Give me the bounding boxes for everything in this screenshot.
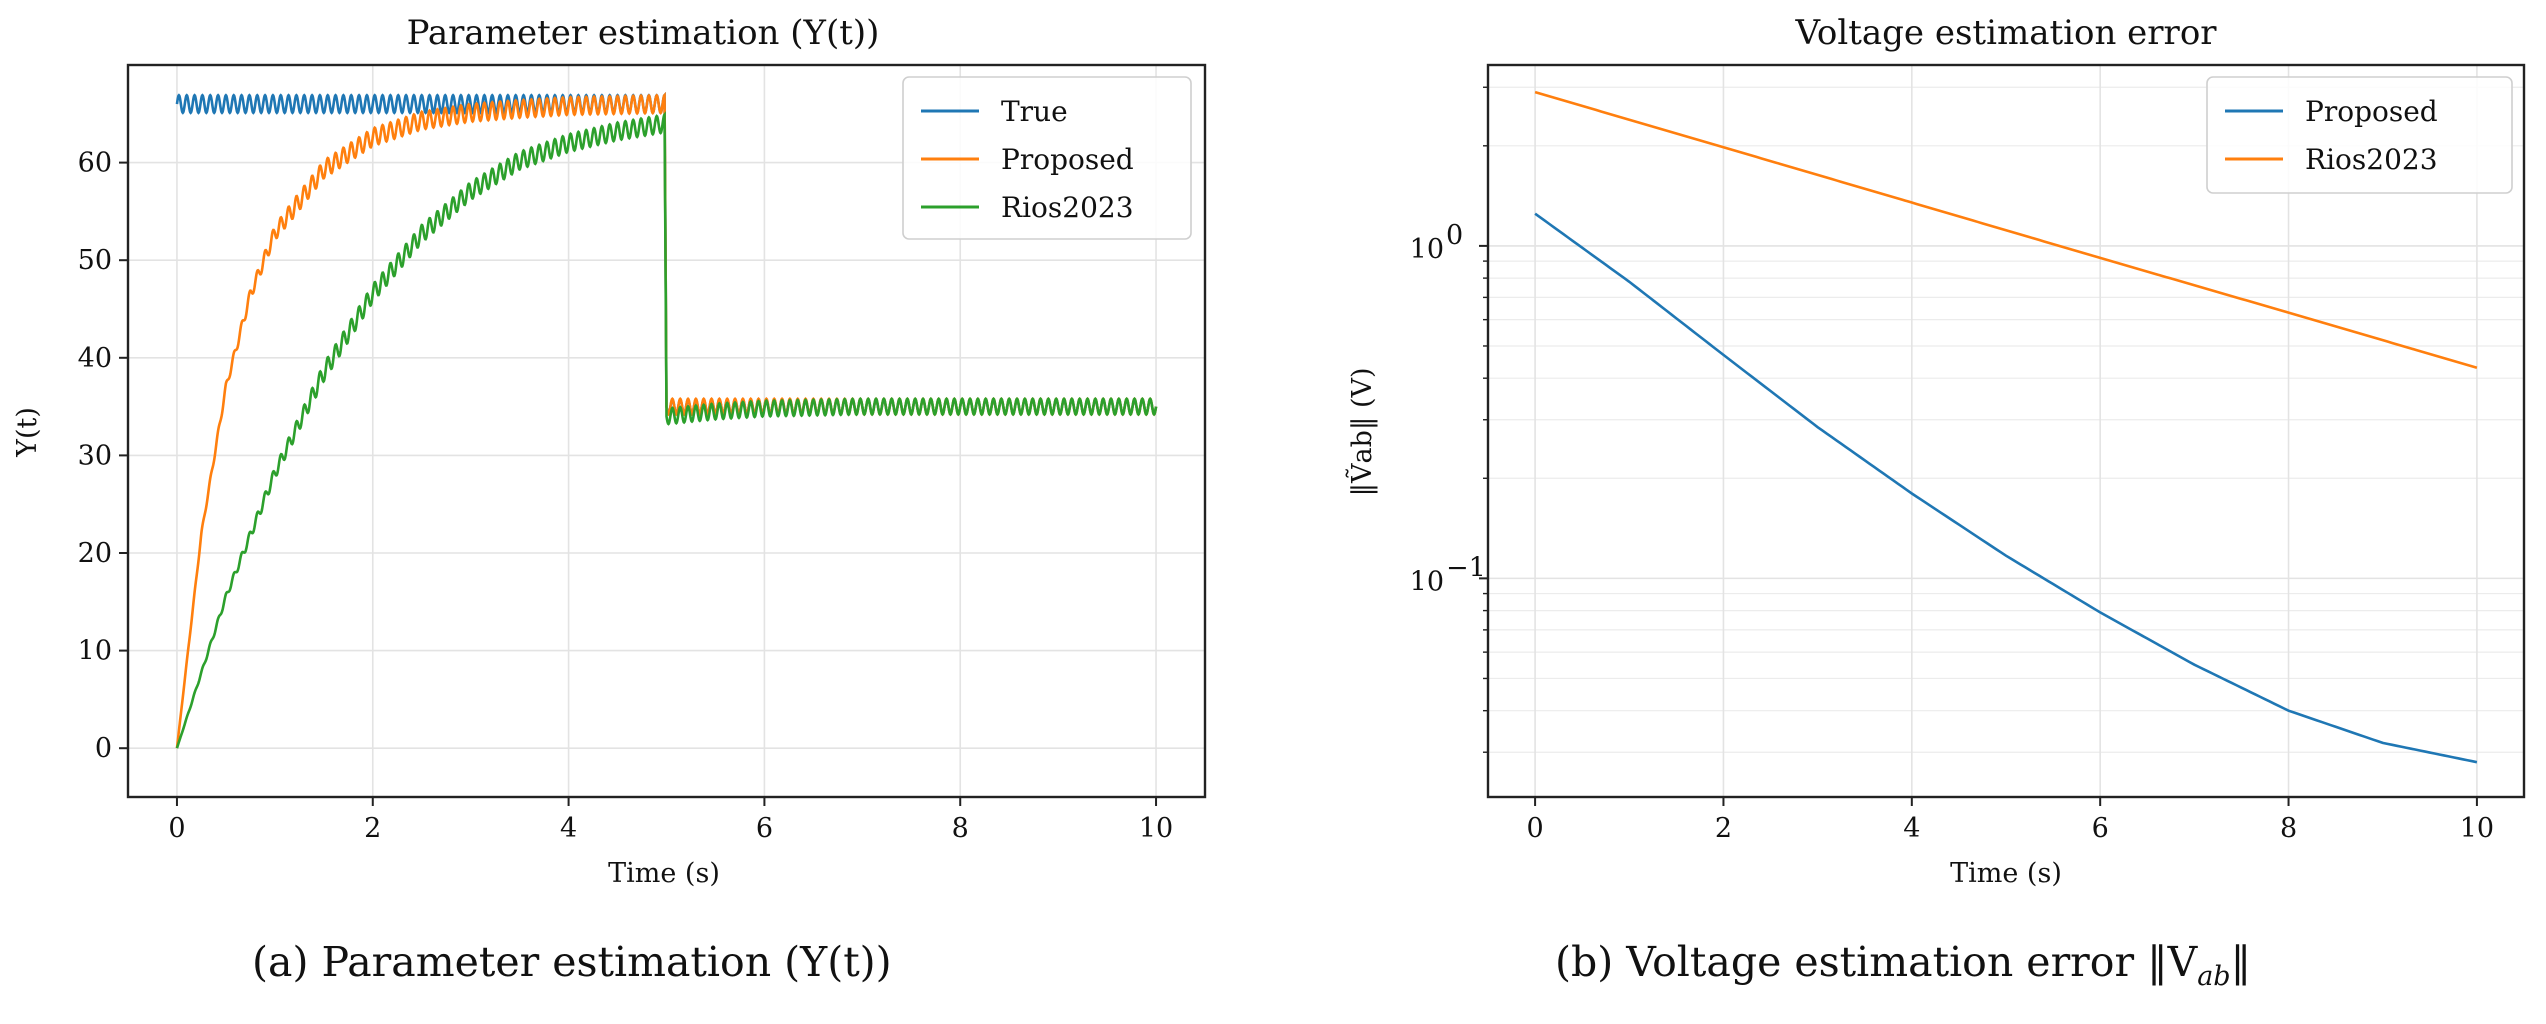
chart-b-y-tick-exponent: 0 bbox=[1446, 220, 1463, 251]
chart-b-frame bbox=[1486, 63, 2526, 799]
chart-a-y-tick-label: 0 bbox=[95, 733, 112, 764]
chart-b-x-label: Time (s) bbox=[1950, 858, 2062, 889]
chart-a-x-tick-label: 6 bbox=[756, 813, 773, 844]
chart-a-y-tick-label: 60 bbox=[78, 148, 112, 179]
legend-label-rios2023: Rios2023 bbox=[2305, 143, 2438, 176]
chart-a-y-tick-label: 10 bbox=[78, 636, 112, 667]
chart-a-legend-box bbox=[902, 76, 1192, 240]
chart-a-x-tick-label: 8 bbox=[952, 813, 969, 844]
chart-b-x-tick-label: 2 bbox=[1715, 813, 1732, 844]
chart-b-legend-box bbox=[2206, 76, 2513, 194]
chart-a-x-tick-label: 10 bbox=[1139, 813, 1173, 844]
caption-a: (a) Parameter estimation (Υ(t)) bbox=[252, 938, 892, 986]
chart-a-x-tick-label: 2 bbox=[364, 813, 381, 844]
chart-b-grid bbox=[1488, 65, 2524, 797]
chart-b-title: Voltage estimation error bbox=[1794, 13, 2217, 53]
chart-b-x-tick-label: 6 bbox=[2092, 813, 2109, 844]
chart-a-frame bbox=[126, 63, 1207, 799]
caption-b-subscript: ab bbox=[2197, 961, 2231, 993]
chart-b-x-ticks: 0 2 4 6 8 10 bbox=[1526, 797, 2494, 844]
chart-a-lines bbox=[175, 91, 1158, 749]
chart-a-x-tick-label: 4 bbox=[560, 813, 577, 844]
series-line-rios2023 bbox=[1534, 90, 2478, 369]
legend-label-rios2023: Rios2023 bbox=[1001, 191, 1134, 224]
series-line-proposed bbox=[1534, 212, 2478, 764]
chart-b-y-tick-label: 10 bbox=[1410, 566, 1444, 597]
caption-b-end: ‖ bbox=[2230, 938, 2252, 986]
chart-a-y-tick-label: 30 bbox=[78, 440, 112, 471]
chart-b-x-tick-label: 10 bbox=[2460, 813, 2494, 844]
chart-a-y-tick-label: 40 bbox=[78, 343, 112, 374]
chart-a-y-tick-label: 50 bbox=[78, 245, 112, 276]
chart-a-legend: True Proposed Rios2023 bbox=[902, 76, 1192, 240]
chart-a-x-label: Time (s) bbox=[608, 858, 720, 889]
chart-b-lines bbox=[1534, 90, 2478, 764]
series-line-rios2023 bbox=[175, 111, 1158, 749]
caption-b-text: (b) Voltage estimation error ‖V bbox=[1555, 938, 2198, 986]
chart-b-y-tick-exponent: −1 bbox=[1446, 552, 1486, 583]
caption-b: (b) Voltage estimation error ‖Vab‖ bbox=[1555, 938, 2251, 992]
legend-label-proposed: Proposed bbox=[1001, 143, 1134, 176]
chart-b-legend: Proposed Rios2023 bbox=[2206, 76, 2513, 194]
legend-label-true: True bbox=[1001, 95, 1068, 128]
chart-b-y-label: ‖Ṽab‖ (V) bbox=[1345, 367, 1378, 496]
chart-b-x-tick-label: 0 bbox=[1526, 813, 1543, 844]
chart-a-title: Parameter estimation (Y(t)) bbox=[407, 13, 880, 53]
chart-b-x-tick-label: 4 bbox=[1903, 813, 1920, 844]
chart-a-y-ticks: 0 10 20 30 40 50 60 bbox=[78, 148, 128, 764]
chart-b-x-tick-label: 8 bbox=[2280, 813, 2297, 844]
chart-a-y-tick-label: 20 bbox=[78, 538, 112, 569]
chart-a-x-ticks: 0 2 4 6 8 10 bbox=[168, 797, 1173, 844]
chart-a-x-tick-label: 0 bbox=[168, 813, 185, 844]
chart-a-y-label: Υ(t) bbox=[12, 407, 43, 458]
chart-panel-a: Parameter estimation (Y(t)) 0 2 4 6 8 10 0 10 2… bbox=[12, 13, 1207, 889]
legend-label-proposed: Proposed bbox=[2305, 95, 2438, 128]
chart-b-y-tick-label: 10 bbox=[1410, 234, 1444, 265]
